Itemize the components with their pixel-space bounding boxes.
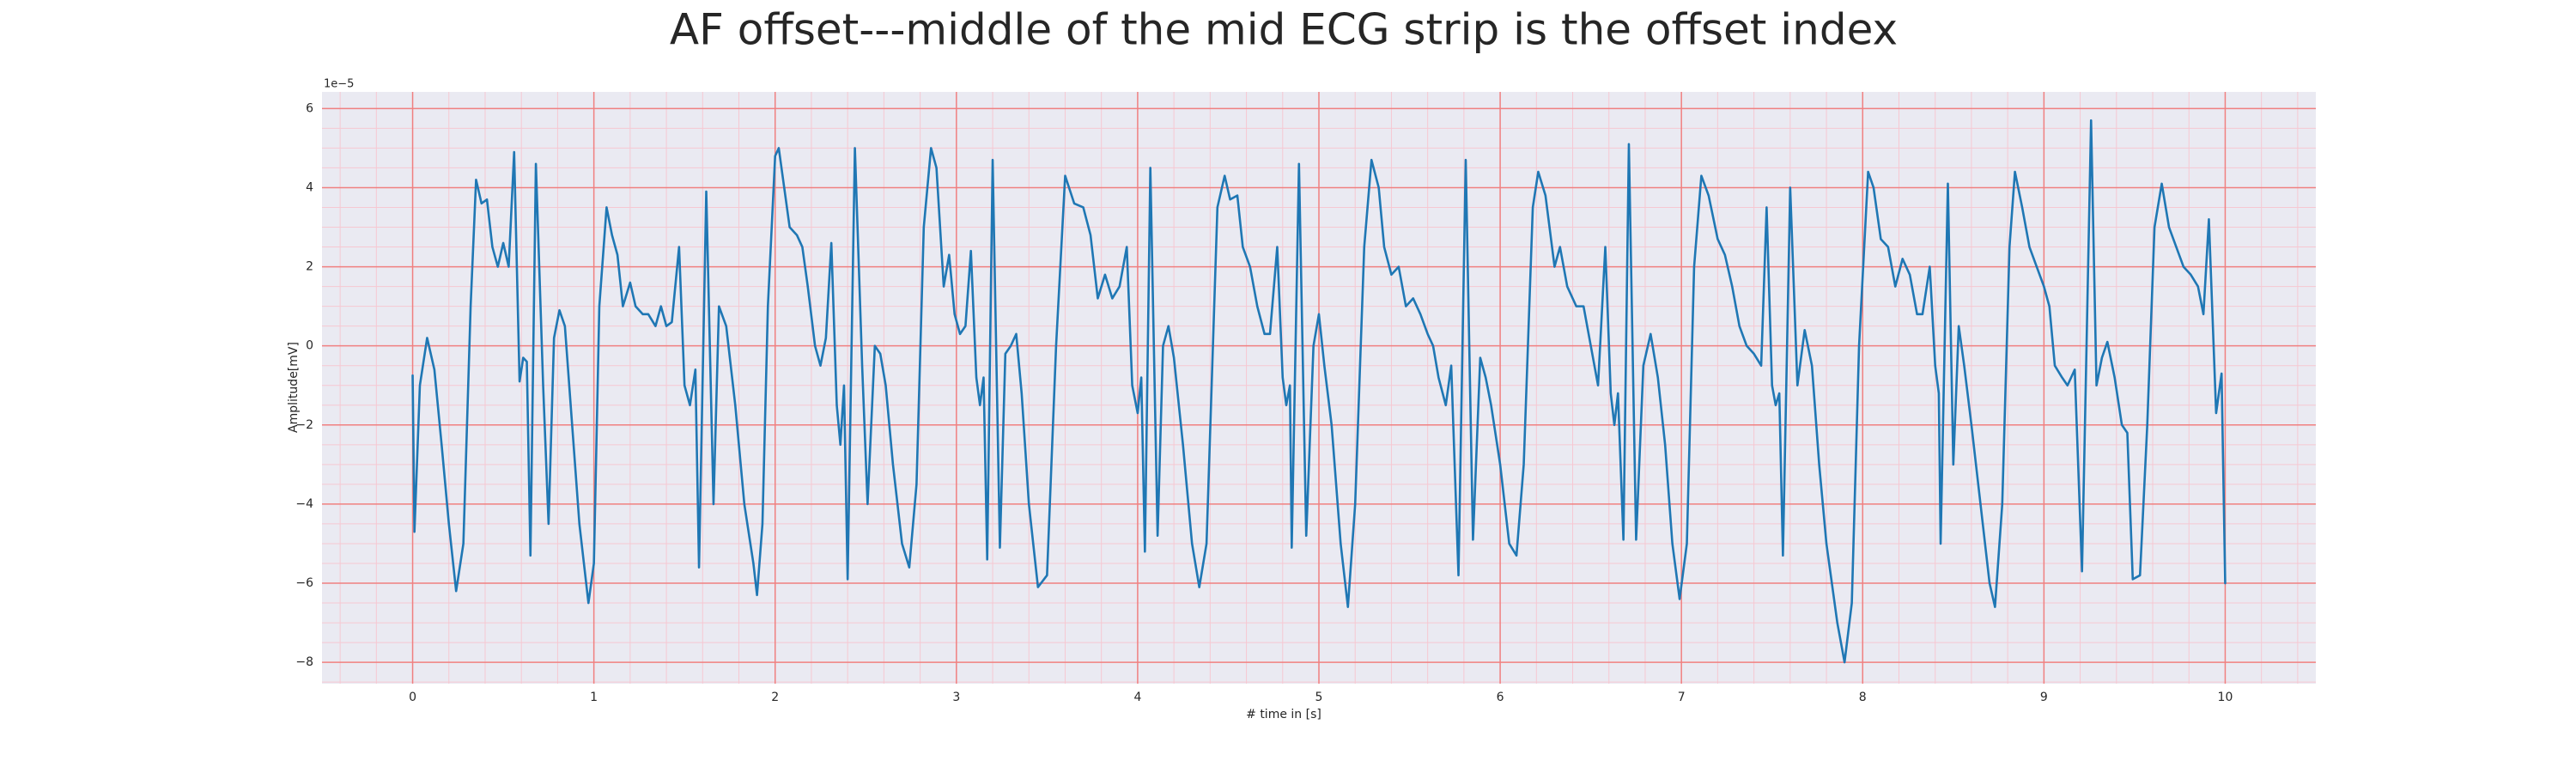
x-tick-label: 8 — [1859, 691, 1867, 704]
x-tick-label: 10 — [2218, 691, 2233, 704]
x-tick-label: 2 — [771, 691, 779, 704]
x-tick-label: 9 — [2040, 691, 2048, 704]
y-offset-label: 1e−5 — [324, 78, 354, 91]
x-tick-label: 7 — [1678, 691, 1686, 704]
x-tick-label: 6 — [1497, 691, 1504, 704]
y-tick-label: 4 — [306, 180, 313, 194]
y-tick-label: −2 — [295, 418, 313, 432]
x-axis-label: # time in [s] — [1246, 708, 1321, 721]
y-tick-label: −6 — [295, 576, 313, 590]
y-tick-label: 6 — [306, 101, 313, 115]
y-tick-label: −4 — [295, 497, 313, 511]
x-tick-label: 1 — [590, 691, 598, 704]
ecg-line — [411, 119, 2227, 664]
y-tick-label: −8 — [295, 655, 313, 669]
y-tick-label: 0 — [306, 339, 313, 353]
chart-title: AF offset---middle of the mid ECG strip … — [670, 5, 1898, 55]
y-axis-label: Amplitude[mV] — [287, 342, 301, 433]
x-tick-label: 0 — [409, 691, 416, 704]
y-tick-label: 2 — [306, 260, 313, 274]
x-tick-label: 3 — [952, 691, 960, 704]
x-tick-label: 5 — [1315, 691, 1323, 704]
x-tick-label: 4 — [1133, 691, 1141, 704]
